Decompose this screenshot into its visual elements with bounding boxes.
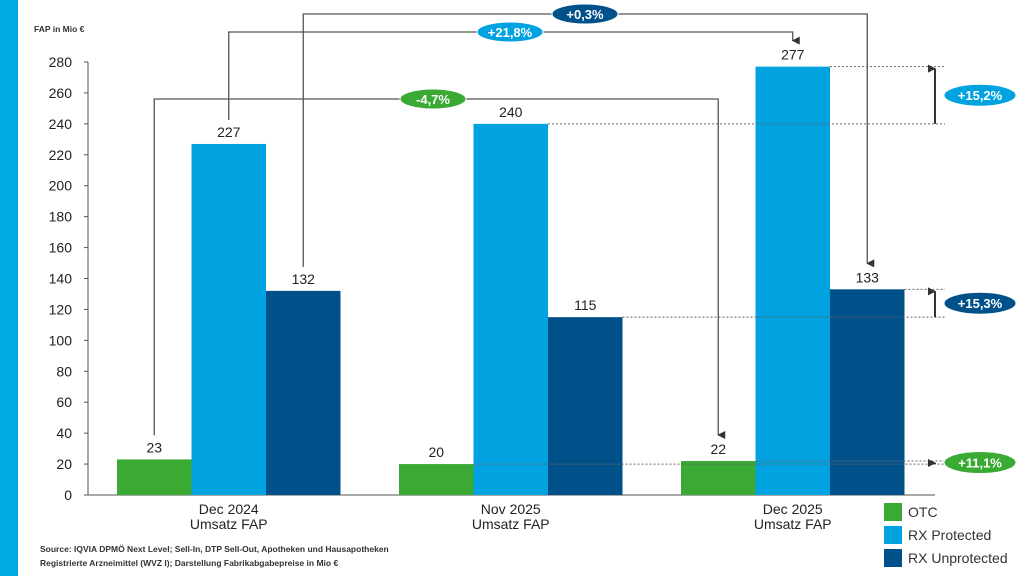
legend-swatch (884, 548, 902, 567)
change-badge-label: +11,1% (958, 456, 1002, 471)
accent-bar (0, 0, 18, 576)
y-tick-label: 200 (49, 178, 73, 194)
bar-rx-unprotected (548, 317, 623, 495)
y-tick-label: 20 (56, 456, 72, 472)
source-note: Source: IQVIA DPMÖ Next Level; Sell-In, … (40, 542, 389, 570)
data-label: 132 (292, 271, 316, 287)
source-line-2: Registrierte Arzneimittel (WVZ I); Darst… (40, 558, 339, 568)
bar-otc (117, 459, 192, 495)
y-tick-label: 220 (49, 147, 73, 163)
y-axis-label: FAP in Mio € (34, 24, 85, 34)
y-tick-label: 240 (49, 116, 73, 132)
legend-item-rx-protected: RX Protected (884, 523, 1008, 546)
bar-otc (399, 464, 474, 495)
y-tick-label: 120 (49, 301, 73, 317)
change-badge-label: -4,7% (416, 92, 450, 107)
x-tick-label: Umsatz FAP (754, 516, 832, 532)
y-tick-label: 140 (49, 271, 73, 287)
data-label: 23 (146, 439, 162, 455)
y-tick-label: 260 (49, 85, 73, 101)
legend-label: RX Protected (908, 526, 992, 543)
y-tick-label: 0 (64, 487, 72, 503)
legend: OTC RX Protected RX Unprotected (884, 500, 1008, 569)
change-badge-label: +15,2% (958, 88, 1003, 103)
change-badge (943, 451, 1017, 475)
x-tick-label: Umsatz FAP (190, 516, 268, 532)
data-label: 227 (217, 124, 241, 140)
bar-rx-protected (191, 143, 266, 496)
change-badge (476, 21, 544, 43)
data-label: 22 (710, 441, 726, 457)
y-tick-label: 40 (56, 425, 72, 441)
x-tick-label: Umsatz FAP (472, 516, 550, 532)
data-label: 133 (856, 269, 880, 285)
y-tick-label: 60 (56, 394, 72, 410)
y-tick-label: 100 (49, 332, 73, 348)
legend-item-otc: OTC (884, 500, 1008, 523)
change-badge (551, 3, 619, 25)
legend-label: RX Unprotected (908, 549, 1008, 566)
legend-label: OTC (908, 503, 938, 520)
bar-otc (681, 460, 756, 495)
change-badge-label: +0,3% (566, 7, 604, 22)
change-badge-label: +15,3% (958, 296, 1003, 311)
bar-rx-protected (473, 123, 548, 495)
y-tick-label: 180 (49, 209, 73, 225)
data-label: 20 (428, 444, 444, 460)
legend-swatch (884, 502, 902, 521)
x-tick-label: Dec 2025 (763, 501, 823, 517)
change-badge (399, 88, 467, 110)
data-label: 277 (781, 47, 805, 63)
source-line-1: Source: IQVIA DPMÖ Next Level; Sell-In, … (40, 544, 389, 554)
y-tick-label: 280 (49, 54, 73, 70)
x-tick-label: Nov 2025 (481, 501, 541, 517)
x-tick-label: Dec 2024 (199, 501, 259, 517)
bar-rx-protected (755, 66, 830, 495)
legend-item-rx-unprotected: RX Unprotected (884, 546, 1008, 569)
y-tick-label: 80 (56, 363, 72, 379)
change-badge (943, 83, 1017, 107)
y-tick-label: 160 (49, 240, 73, 256)
data-label: 115 (574, 297, 597, 313)
change-badge (943, 291, 1017, 315)
data-label: 240 (499, 104, 523, 120)
bar-rx-unprotected (266, 290, 341, 495)
change-badge-label: +21,8% (488, 25, 533, 40)
legend-swatch (884, 525, 902, 544)
